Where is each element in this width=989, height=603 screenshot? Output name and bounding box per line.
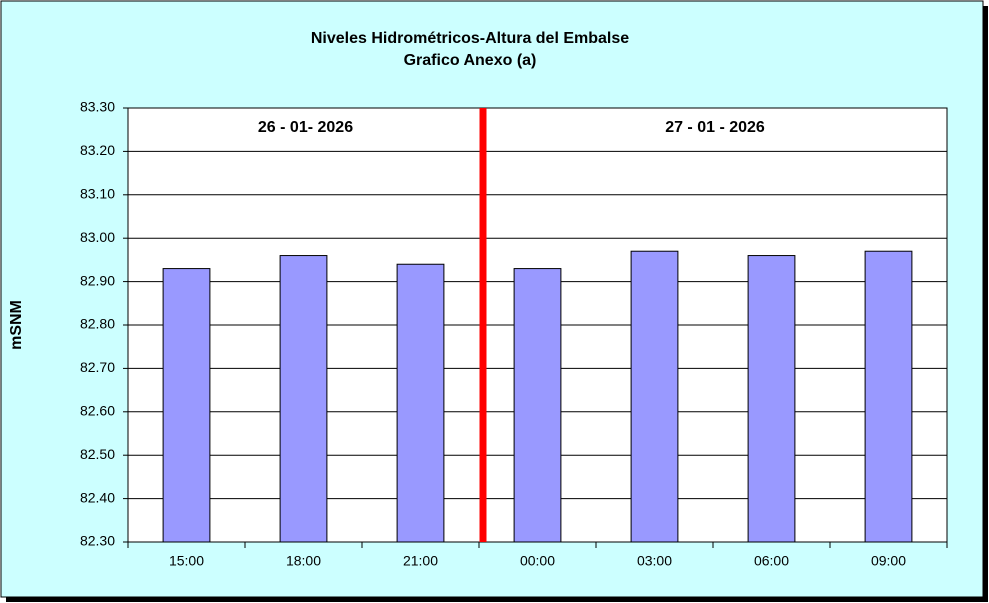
x-tick-label: 00:00 xyxy=(520,553,555,569)
date-annotation: 27 - 01 - 2026 xyxy=(665,119,765,136)
y-tick-label: 82.80 xyxy=(80,316,115,332)
chart-title: Niveles Hidrométricos-Altura del Embalse xyxy=(311,30,629,47)
y-tick-label: 83.20 xyxy=(80,142,115,158)
bar xyxy=(162,268,211,543)
bar xyxy=(630,250,679,543)
x-tick-label: 18:00 xyxy=(286,553,321,569)
x-tick-label: 06:00 xyxy=(754,553,789,569)
bar xyxy=(279,255,328,543)
y-tick-label: 82.50 xyxy=(80,446,115,462)
y-tick-label: 82.70 xyxy=(80,359,115,375)
y-tick-label: 82.30 xyxy=(80,533,115,549)
y-tick-label: 83.00 xyxy=(80,229,115,245)
y-tick-label: 82.60 xyxy=(80,403,115,419)
y-axis-label: mSNM xyxy=(8,300,25,350)
x-tick-label: 03:00 xyxy=(637,553,672,569)
bar xyxy=(747,255,796,543)
y-tick-label: 82.40 xyxy=(80,489,115,505)
y-tick-label: 82.90 xyxy=(80,272,115,288)
x-tick-label: 09:00 xyxy=(871,553,906,569)
x-tick-label: 21:00 xyxy=(403,553,438,569)
date-annotation: 26 - 01- 2026 xyxy=(258,119,353,136)
y-tick-label: 83.30 xyxy=(80,99,115,115)
chart-subtitle: Grafico Anexo (a) xyxy=(404,52,537,69)
bar xyxy=(396,263,445,543)
y-tick-label: 83.10 xyxy=(80,186,115,202)
bar xyxy=(864,250,913,543)
x-tick-label: 15:00 xyxy=(169,553,204,569)
bar xyxy=(513,268,562,543)
